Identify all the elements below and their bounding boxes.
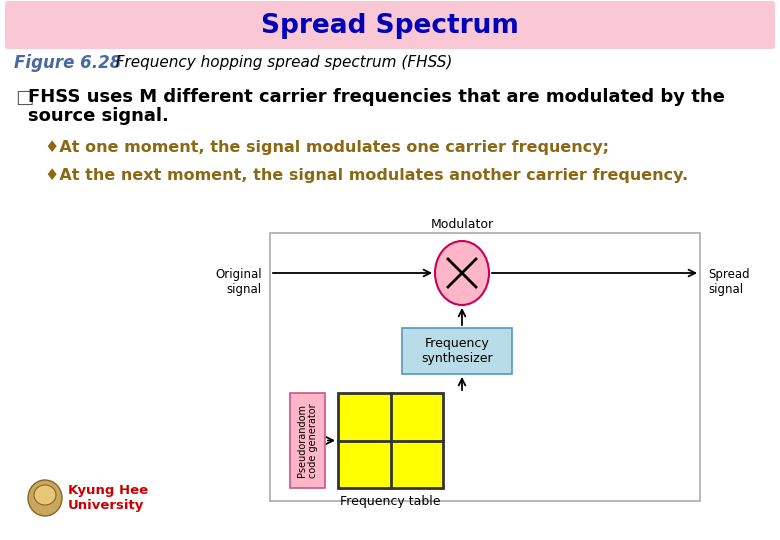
- Text: Modulator: Modulator: [431, 218, 494, 231]
- Text: source signal.: source signal.: [28, 107, 169, 125]
- Bar: [270, 233, 700, 501]
- Text: FHSS uses M different carrier frequencies that are modulated by the: FHSS uses M different carrier frequencie…: [28, 88, 725, 106]
- Text: Pseudorandom
code generator: Pseudorandom code generator: [296, 403, 318, 478]
- Text: Spread Spectrum: Spread Spectrum: [261, 13, 519, 39]
- Ellipse shape: [34, 485, 56, 505]
- Bar: [290, 393, 325, 488]
- Text: Frequency
synthesizer: Frequency synthesizer: [421, 337, 493, 365]
- Text: Original
signal: Original signal: [215, 268, 262, 296]
- Text: ♦At the next moment, the signal modulates another carrier frequency.: ♦At the next moment, the signal modulate…: [45, 168, 688, 183]
- Ellipse shape: [28, 480, 62, 516]
- Text: Frequency table: Frequency table: [340, 495, 441, 508]
- Text: Frequency hopping spread spectrum (FHSS): Frequency hopping spread spectrum (FHSS): [106, 56, 452, 71]
- Text: ♦At one moment, the signal modulates one carrier frequency;: ♦At one moment, the signal modulates one…: [45, 140, 609, 155]
- Text: □: □: [15, 88, 34, 107]
- Text: Kyung Hee
University: Kyung Hee University: [68, 484, 148, 512]
- Ellipse shape: [435, 241, 489, 305]
- Text: Spread
signal: Spread signal: [708, 268, 750, 296]
- FancyBboxPatch shape: [5, 1, 775, 49]
- Text: Figure 6.28: Figure 6.28: [14, 54, 122, 72]
- Bar: [338, 393, 443, 488]
- Bar: [402, 328, 512, 374]
